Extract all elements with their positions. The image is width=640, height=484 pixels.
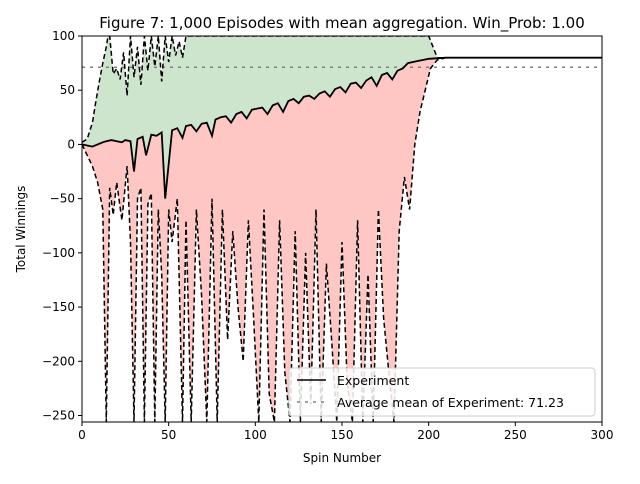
- y-axis: 100 50 0 −50 −100 −150 −200 −250: [42, 29, 82, 422]
- y-tick-label: −200: [42, 354, 75, 368]
- y-tick-label: 50: [60, 83, 75, 97]
- legend-box: [288, 367, 596, 417]
- y-tick-label: −50: [50, 192, 75, 206]
- chart-title: Figure 7: 1,000 Episodes with mean aggre…: [99, 14, 585, 33]
- y-tick-label: 100: [52, 29, 75, 43]
- x-tick-label: 250: [504, 428, 527, 442]
- x-tick-label: 100: [244, 428, 267, 442]
- y-tick-label: −150: [42, 300, 75, 314]
- x-tick-label: 150: [331, 428, 354, 442]
- lower-bound-line: [82, 56, 447, 422]
- x-tick-label: 200: [417, 428, 440, 442]
- y-tick-label: 0: [67, 137, 75, 151]
- y-tick-label: −250: [42, 408, 75, 422]
- upper-band-fill: [82, 36, 602, 199]
- y-axis-label: Total Winnings: [14, 186, 28, 274]
- legend-average-label: Average mean of Experiment: 71.23: [337, 395, 564, 410]
- lower-band-fill: [82, 57, 602, 422]
- x-tick-label: 300: [591, 428, 614, 442]
- x-axis-label: Spin Number: [303, 451, 381, 465]
- plot-area: [82, 36, 602, 422]
- x-tick-label: 50: [161, 428, 176, 442]
- x-tick-label: 0: [78, 428, 86, 442]
- x-axis: 0 50 100 150 200 250 300: [78, 422, 613, 442]
- legend: Experiment Average mean of Experiment: 7…: [288, 367, 596, 417]
- legend-experiment-label: Experiment: [337, 373, 409, 388]
- experiment-mean-line: [82, 56, 602, 199]
- y-tick-label: −100: [42, 246, 75, 260]
